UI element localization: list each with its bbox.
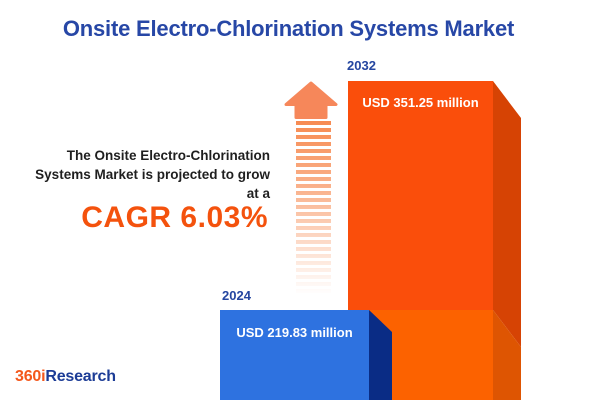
bar-2032-side-bottom	[493, 310, 521, 400]
up-arrow-icon	[284, 81, 338, 119]
cagr-value: CAGR 6.03%	[81, 201, 268, 234]
page-title: Onsite Electro-Chlorination Systems Mark…	[62, 16, 515, 41]
company-logo: 360iResearch	[15, 368, 116, 386]
bar-year-label-2032: 2032	[347, 58, 376, 73]
logo-prefix: 360i	[15, 368, 46, 385]
bar-2032-side-top	[493, 81, 521, 347]
bar-value-2032: USD 351.25 million	[362, 95, 479, 110]
bar-value-2024: USD 219.83 million	[236, 325, 353, 340]
growth-description: The Onsite Electro-Chlorination Systems …	[35, 148, 270, 201]
logo-suffix: Research	[45, 368, 116, 385]
up-arrow-fading-tail	[296, 121, 331, 295]
bar-year-label-2024: 2024	[222, 288, 251, 303]
bar-2024-side	[369, 310, 392, 400]
bar-2032-front-top	[348, 81, 493, 310]
bar-2032	[348, 81, 521, 400]
bar-2024-front	[220, 310, 369, 400]
bar-2024	[220, 310, 392, 400]
